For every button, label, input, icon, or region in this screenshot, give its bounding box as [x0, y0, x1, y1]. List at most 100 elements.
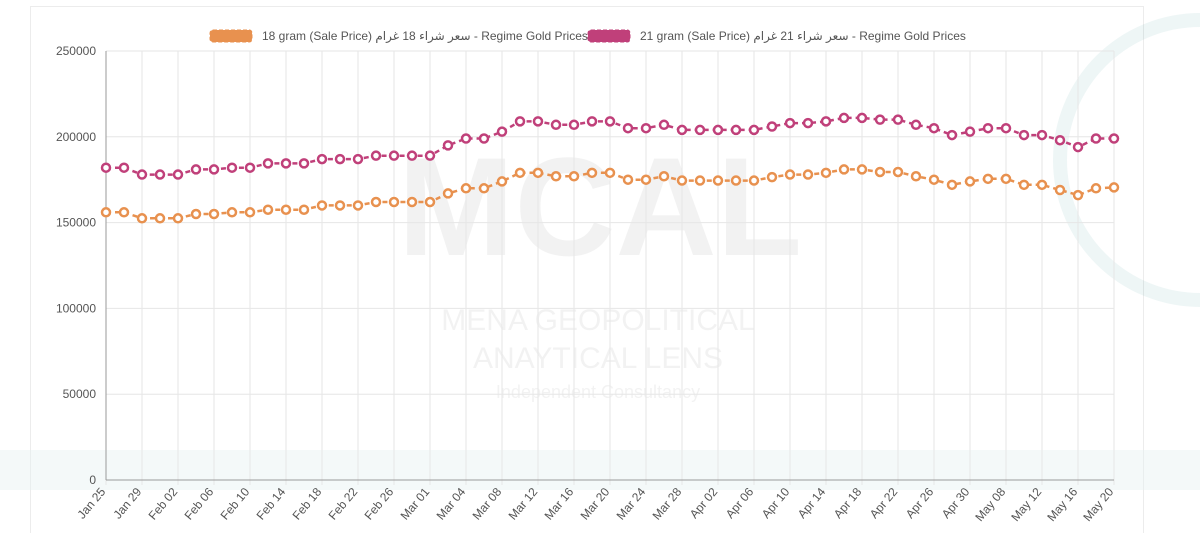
data-point[interactable]: [874, 114, 886, 125]
data-point[interactable]: [730, 124, 742, 136]
data-point[interactable]: [1036, 129, 1048, 141]
data-point[interactable]: [334, 200, 346, 211]
data-point[interactable]: [1054, 134, 1066, 146]
data-point[interactable]: [910, 171, 922, 182]
data-point[interactable]: [550, 119, 562, 131]
data-point[interactable]: [424, 196, 436, 208]
data-point[interactable]: [478, 133, 490, 144]
data-point[interactable]: [604, 167, 616, 179]
data-point[interactable]: [1072, 141, 1084, 153]
data-point[interactable]: [118, 207, 130, 218]
data-point[interactable]: [712, 124, 724, 136]
data-point[interactable]: [298, 158, 310, 169]
data-point[interactable]: [226, 162, 238, 173]
data-point[interactable]: [604, 116, 616, 127]
data-point[interactable]: [262, 204, 274, 215]
data-point[interactable]: [586, 116, 598, 127]
data-point[interactable]: [370, 150, 382, 161]
legend[interactable]: 18 gram (Sale Price) سعر شراء 18 غرام - …: [209, 29, 966, 44]
data-point[interactable]: [694, 124, 706, 136]
data-point[interactable]: [982, 173, 994, 185]
data-point[interactable]: [424, 150, 436, 161]
data-point[interactable]: [658, 171, 670, 182]
data-point[interactable]: [136, 213, 148, 224]
data-point[interactable]: [442, 140, 454, 151]
data-point[interactable]: [1018, 179, 1030, 191]
data-point[interactable]: [748, 124, 760, 136]
data-point[interactable]: [280, 158, 292, 169]
data-point[interactable]: [532, 116, 544, 127]
data-point[interactable]: [532, 167, 544, 179]
data-point[interactable]: [1090, 133, 1102, 144]
data-point[interactable]: [766, 171, 778, 183]
data-point[interactable]: [496, 126, 508, 137]
data-point[interactable]: [1108, 133, 1120, 144]
data-point[interactable]: [964, 176, 976, 187]
data-point[interactable]: [640, 174, 652, 185]
data-point[interactable]: [334, 153, 346, 165]
data-point[interactable]: [280, 204, 292, 215]
data-point[interactable]: [640, 122, 652, 134]
data-point[interactable]: [730, 175, 742, 186]
data-point[interactable]: [316, 153, 328, 165]
data-point[interactable]: [622, 122, 634, 134]
data-point[interactable]: [910, 119, 922, 131]
data-point[interactable]: [748, 175, 760, 186]
data-point[interactable]: [1108, 182, 1120, 193]
data-point[interactable]: [838, 164, 850, 175]
data-point[interactable]: [946, 179, 958, 191]
data-point[interactable]: [1072, 189, 1084, 201]
data-point[interactable]: [496, 176, 508, 187]
data-point[interactable]: [658, 119, 670, 131]
data-point[interactable]: [244, 207, 256, 218]
data-point[interactable]: [514, 167, 526, 179]
data-point[interactable]: [802, 117, 814, 129]
data-point[interactable]: [784, 117, 796, 129]
data-point[interactable]: [208, 164, 220, 175]
data-point[interactable]: [100, 207, 112, 218]
data-point[interactable]: [100, 162, 112, 173]
data-point[interactable]: [892, 114, 904, 125]
data-point[interactable]: [712, 175, 724, 186]
data-point[interactable]: [766, 121, 778, 132]
data-point[interactable]: [856, 112, 868, 124]
data-point[interactable]: [388, 150, 400, 161]
data-point[interactable]: [856, 164, 868, 175]
data-point[interactable]: [1000, 122, 1012, 134]
data-point[interactable]: [568, 119, 580, 131]
data-point[interactable]: [118, 162, 130, 173]
data-point[interactable]: [982, 122, 994, 134]
data-point[interactable]: [370, 196, 382, 208]
data-point[interactable]: [262, 158, 274, 169]
data-point[interactable]: [568, 171, 580, 182]
data-point[interactable]: [172, 213, 184, 224]
data-point[interactable]: [676, 124, 688, 136]
data-point[interactable]: [1054, 184, 1066, 196]
data-point[interactable]: [316, 200, 328, 211]
data-point[interactable]: [154, 169, 166, 180]
data-point[interactable]: [946, 129, 958, 141]
data-point[interactable]: [406, 196, 418, 208]
data-point[interactable]: [172, 169, 184, 180]
data-point[interactable]: [820, 116, 832, 127]
data-point[interactable]: [1036, 179, 1048, 191]
data-point[interactable]: [460, 183, 472, 194]
data-point[interactable]: [406, 150, 418, 161]
data-point[interactable]: [838, 112, 850, 124]
data-point[interactable]: [352, 153, 364, 165]
data-point[interactable]: [586, 167, 598, 179]
data-point[interactable]: [874, 166, 886, 178]
data-point[interactable]: [154, 213, 166, 224]
data-point[interactable]: [1018, 129, 1030, 141]
data-point[interactable]: [802, 169, 814, 180]
legend-item-18-gram[interactable]: 18 gram (Sale Price) سعر شراء 18 غرام - …: [209, 29, 588, 44]
data-point[interactable]: [442, 188, 454, 199]
data-point[interactable]: [820, 167, 832, 179]
data-point[interactable]: [1090, 183, 1102, 194]
data-point[interactable]: [784, 169, 796, 180]
data-point[interactable]: [694, 175, 706, 186]
data-point[interactable]: [244, 162, 256, 173]
data-point[interactable]: [1000, 173, 1012, 185]
data-point[interactable]: [676, 175, 688, 186]
data-point[interactable]: [190, 208, 202, 220]
